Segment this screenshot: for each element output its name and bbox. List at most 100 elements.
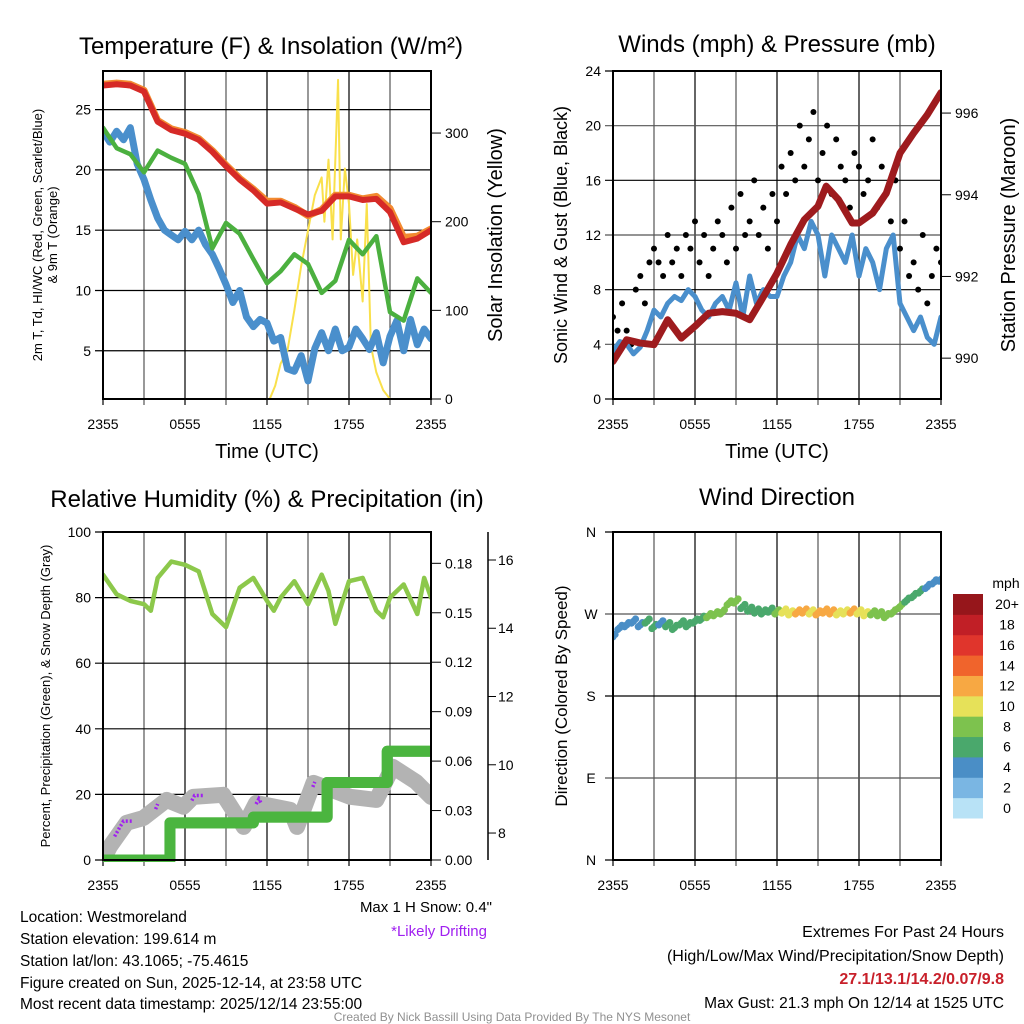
x-tick-label: 1155 xyxy=(762,877,792,893)
gust-point xyxy=(660,273,667,279)
gust-point xyxy=(869,136,876,143)
colorbar-swatch xyxy=(953,736,983,758)
gust-point xyxy=(655,259,662,266)
wind-direction-point xyxy=(666,619,674,627)
series-line-station-pressure xyxy=(613,89,941,365)
colorbar-swatch xyxy=(953,614,983,636)
gust-point xyxy=(833,136,840,143)
x-axis-label: Time (UTC) xyxy=(725,441,829,463)
y2-tick-label: 0.06 xyxy=(445,753,472,769)
colorbar-label: 20+ xyxy=(995,596,1019,612)
gust-point xyxy=(714,218,721,225)
plot-frame xyxy=(612,70,942,400)
gust-point xyxy=(682,232,689,238)
wind-direction-point xyxy=(741,600,749,609)
gust-point xyxy=(796,122,803,129)
gust-point xyxy=(691,218,698,225)
wind-direction-point xyxy=(645,615,653,623)
station-latlon: Station lat/lon: 43.1065; -75.4615 xyxy=(20,953,248,970)
x-tick-label: 1755 xyxy=(333,877,364,893)
x-tick-label: 0555 xyxy=(679,416,710,432)
gust-point xyxy=(855,163,862,170)
likely-drifting-segment xyxy=(153,803,160,810)
x-tick-label: 0555 xyxy=(169,877,200,893)
colorbar-label: 6 xyxy=(1003,739,1011,755)
y2-tick-label: 300 xyxy=(445,125,469,141)
x-tick-label: 1755 xyxy=(843,416,874,432)
y-tick-label: W xyxy=(584,606,598,622)
y-axis-label: Sonic Wind & Gust (Blue, Black) xyxy=(551,106,571,364)
x-tick-label: 1155 xyxy=(252,877,282,893)
panel-1-winds-mph-pressure-mb: Winds (mph) & Pressure (mb) 2355 0555 1155 1… xyxy=(551,31,1020,463)
y-tick-label: 25 xyxy=(75,102,91,118)
gust-point xyxy=(710,245,717,252)
colorbar-label: 0 xyxy=(1003,800,1011,816)
likely-drifting-segment xyxy=(311,781,317,788)
y2-axis-label: Solar Insolation (Yellow) xyxy=(485,128,507,342)
gust-point xyxy=(773,218,780,225)
wind-direction-point xyxy=(782,605,790,613)
recent-timestamp: Most recent data timestamp: 2025/12/14 2… xyxy=(20,996,362,1013)
gust-point xyxy=(769,191,776,197)
x-tick-label: 2355 xyxy=(415,416,446,432)
chart-title: Relative Humidity (%) & Precipitation (i… xyxy=(50,486,483,513)
gust-point xyxy=(705,273,712,279)
x-tick-label: 1755 xyxy=(333,416,364,432)
wind-direction-point xyxy=(631,615,640,623)
y-tick-label: 10 xyxy=(75,282,91,298)
x-tick-label: 2355 xyxy=(925,877,956,893)
gust-point xyxy=(696,259,703,266)
gust-point xyxy=(787,150,794,156)
figure-created: Figure created on Sun, 2025-12-14, at 23… xyxy=(20,975,362,992)
y-tick-label: 12 xyxy=(585,227,601,243)
series-line-sonic-wind xyxy=(613,218,941,357)
colorbar-swatch xyxy=(953,634,983,656)
gust-point xyxy=(664,232,671,238)
gust-point xyxy=(878,163,885,170)
y-tick-label: N xyxy=(586,524,596,540)
x-tick-label: 2355 xyxy=(87,416,118,432)
gust-point xyxy=(650,245,657,252)
y-axis-label: 2m T, Td, HI/WC (Red, Green, Scarlet/Blu… xyxy=(30,109,45,361)
series-line-relative-humidity xyxy=(103,559,431,630)
gust-point xyxy=(728,204,735,211)
plot-area xyxy=(613,574,941,642)
y3-tick-label: 12 xyxy=(498,689,514,705)
plot-area xyxy=(613,89,941,365)
gust-point xyxy=(928,273,935,279)
likely-drifting-segment xyxy=(113,819,132,838)
plot-frame xyxy=(102,70,432,400)
gust-point xyxy=(742,232,749,238)
y2-tick-label: 990 xyxy=(955,350,979,366)
gust-point xyxy=(641,300,648,307)
gust-point xyxy=(805,136,812,143)
x-tick-label: 1755 xyxy=(843,877,874,893)
x-tick-label: 1155 xyxy=(762,416,792,432)
gust-point xyxy=(723,259,730,266)
y2-tick-label: 0.00 xyxy=(445,852,472,868)
y2-tick-label: 0.12 xyxy=(445,654,472,670)
colorbar-swatch xyxy=(953,797,983,819)
gust-point xyxy=(910,259,917,266)
gust-point xyxy=(669,259,676,266)
gust-point xyxy=(901,218,908,225)
gust-point xyxy=(673,245,680,252)
y2-tick-label: 100 xyxy=(445,302,469,318)
colorbar-swatch xyxy=(953,777,983,799)
colorbar-label: 18 xyxy=(999,617,1015,633)
colorbar-label: 12 xyxy=(999,678,1015,694)
gust-point xyxy=(924,300,931,307)
likely-drifting-segment xyxy=(254,795,264,805)
gust-point xyxy=(701,232,708,238)
chart-title: Winds (mph) & Pressure (mb) xyxy=(618,31,935,58)
gust-point xyxy=(896,245,903,252)
x-axis-label: Time (UTC) xyxy=(215,441,319,463)
y-tick-label: 100 xyxy=(68,524,92,540)
y-tick-label: 0 xyxy=(83,852,91,868)
wind-direction-point xyxy=(857,606,865,614)
y2-tick-label: 0.09 xyxy=(445,704,472,720)
y2-tick-label: 200 xyxy=(445,214,469,230)
y3-tick-label: 8 xyxy=(498,825,506,841)
colorbar-swatch xyxy=(953,756,983,778)
